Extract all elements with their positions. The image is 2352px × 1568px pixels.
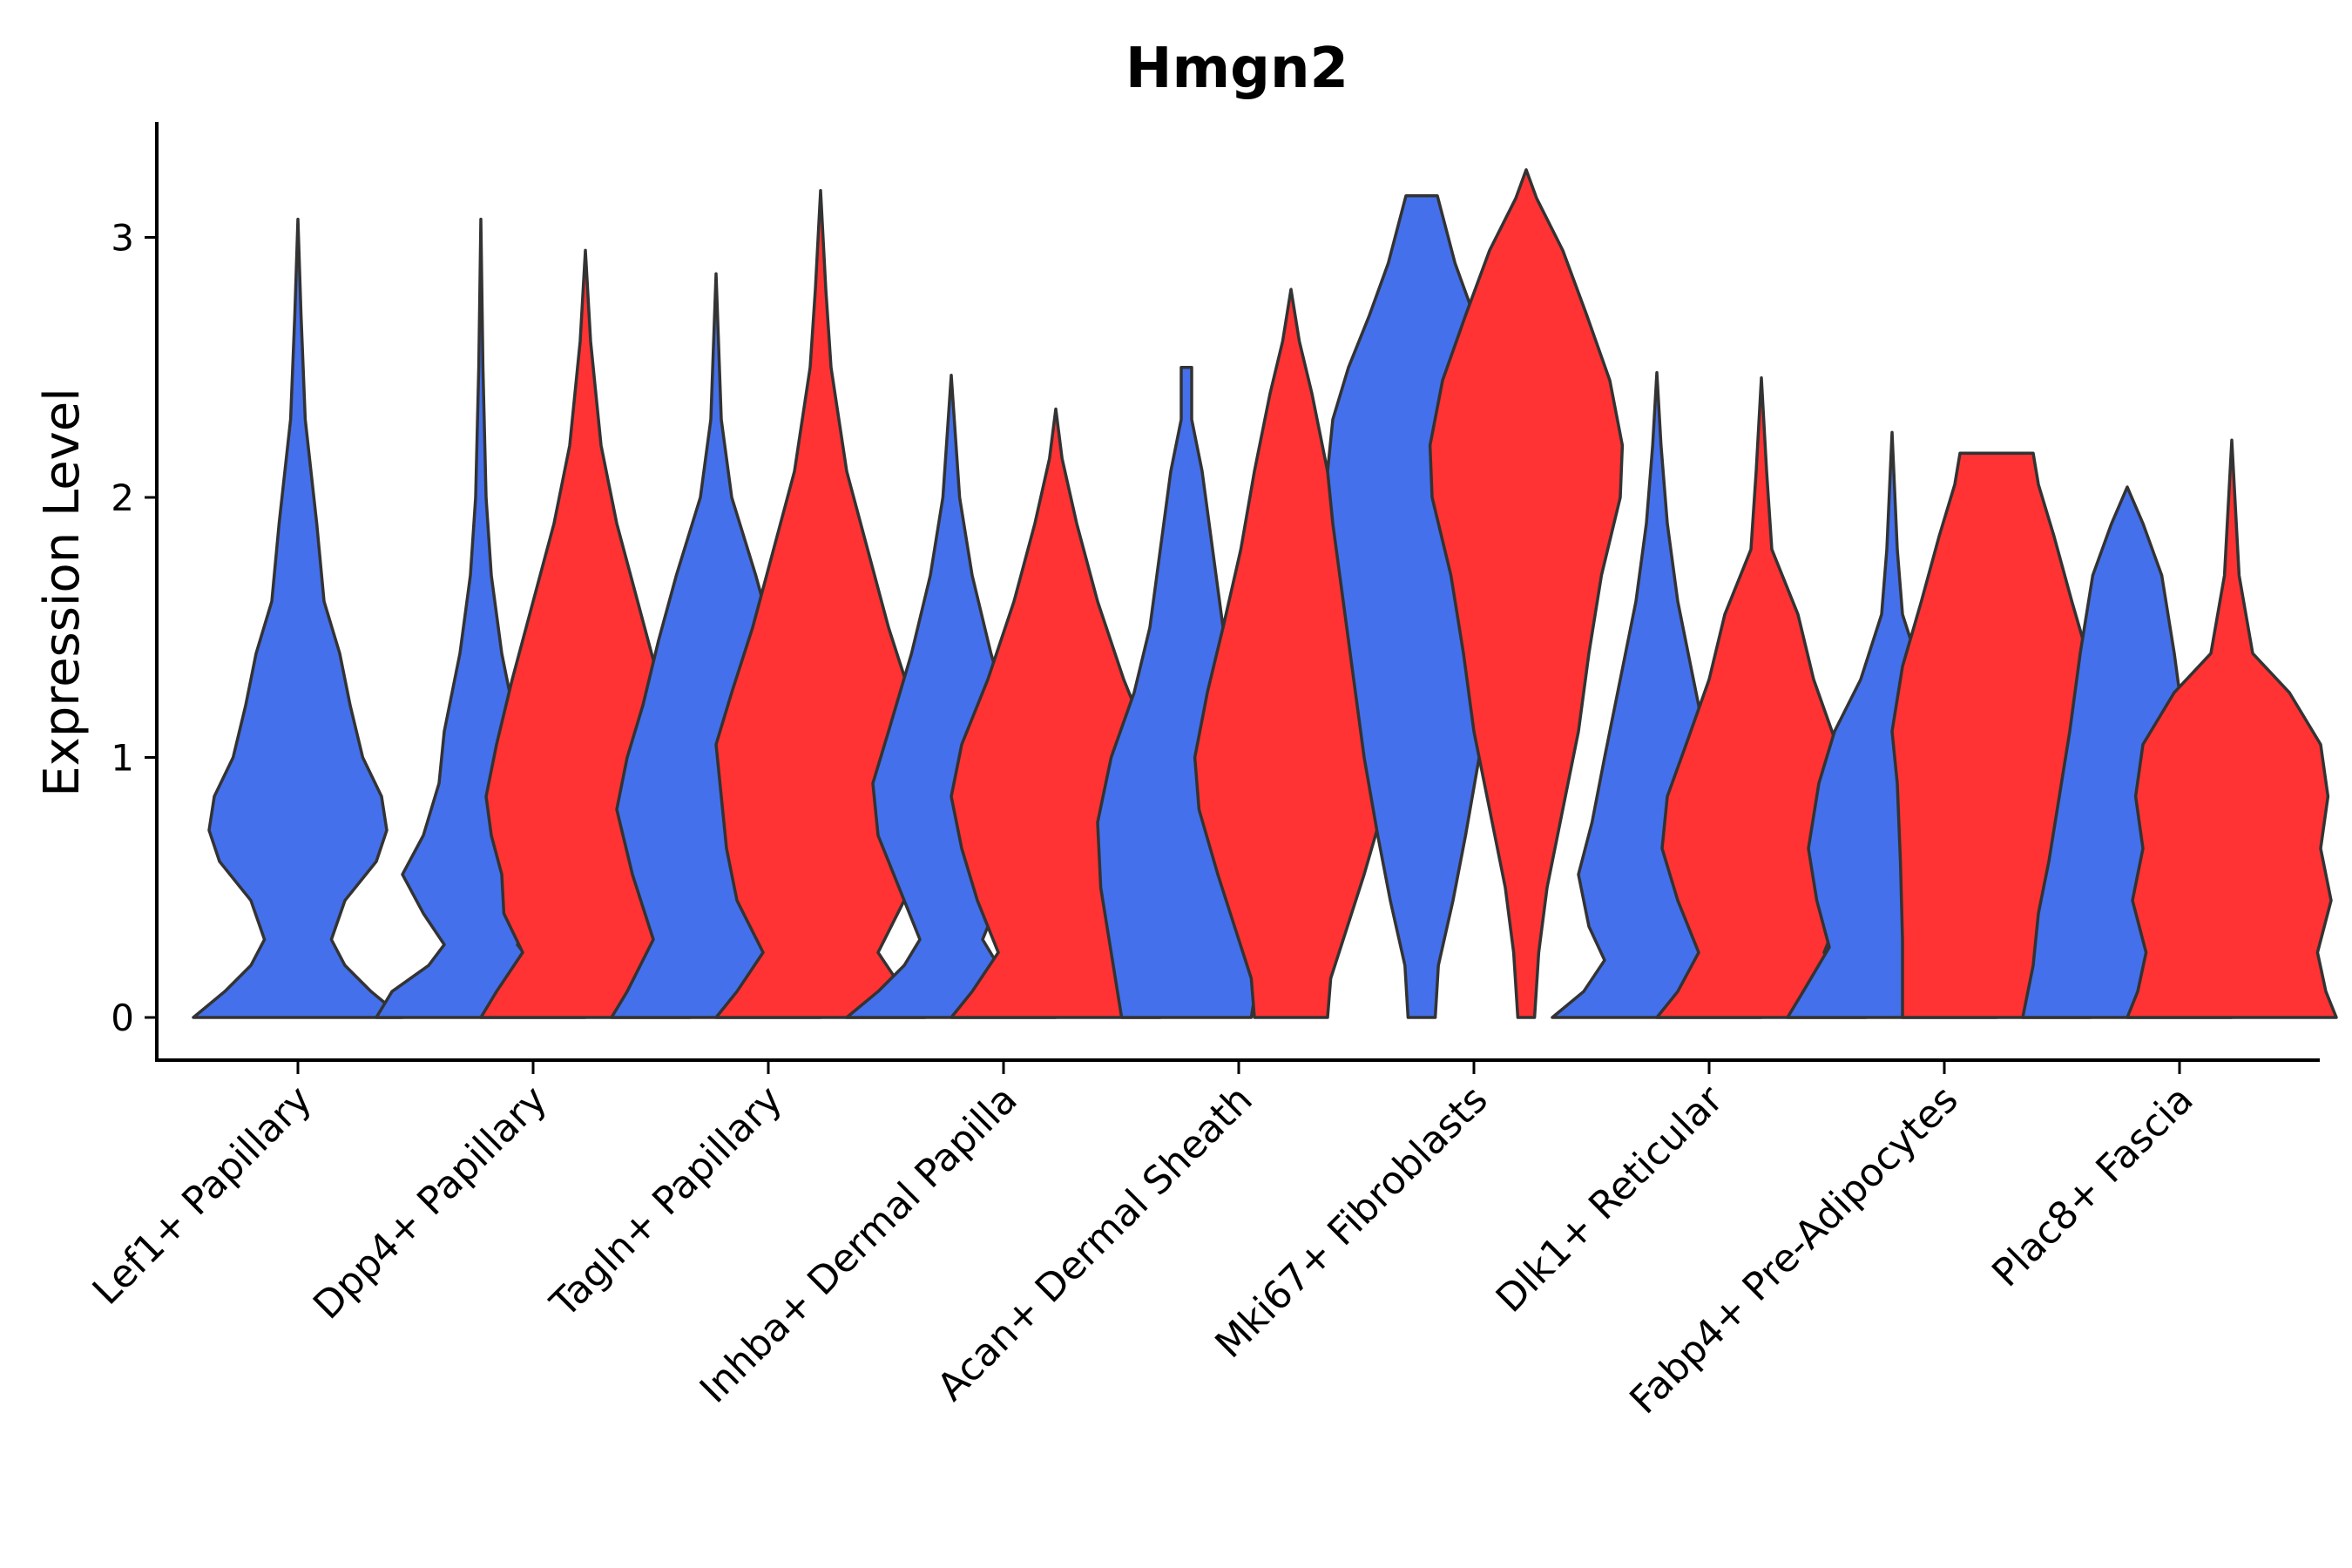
y-axis-label: Expression Level <box>34 388 91 797</box>
y-tick-label-3: 3 <box>111 217 134 260</box>
y-ticks: 0 1 2 3 <box>111 217 157 1039</box>
x-tick-label-3: Tagln+ Papillary <box>542 1078 791 1327</box>
x-tick-label-7: Dlk1+ Reticular <box>1488 1077 1733 1321</box>
violin-1 <box>192 217 404 1019</box>
violin-11 <box>1428 168 1625 1019</box>
x-tick-label-6: Mki67+ Fibroblasts <box>1206 1078 1496 1367</box>
x-tick-label-9: Plac8+ Fascia <box>1984 1078 2202 1296</box>
y-tick-label-0: 0 <box>111 997 134 1039</box>
violin-17 <box>2126 438 2338 1019</box>
x-tick-label-2: Dpp4+ Papillary <box>305 1078 556 1328</box>
y-tick-label-2: 2 <box>111 476 134 519</box>
violin-layer <box>192 168 2338 1019</box>
chart-title: Hmgn2 <box>1125 37 1348 101</box>
y-tick-label-1: 1 <box>111 737 134 780</box>
x-tick-label-1: Lef1+ Papillary <box>84 1078 321 1314</box>
